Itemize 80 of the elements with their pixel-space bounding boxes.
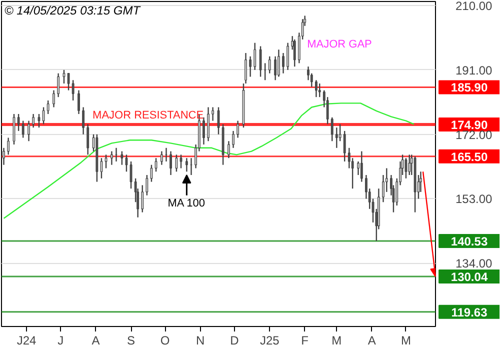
candlestick [338,124,342,142]
x-tick-label: J25 [260,334,280,348]
candlestick [146,174,148,196]
candlestick [286,42,290,71]
y-tick-label: 153.00 [456,192,493,206]
candlestick [120,150,124,166]
candlestick [130,160,132,190]
candlestick [104,154,108,169]
candlestick [86,124,90,156]
y-tick-label: 134.00 [456,256,493,271]
candlestick [236,120,240,138]
candlestick [78,90,80,115]
candlestick [259,46,262,78]
candlestick [175,154,178,172]
chart-title: © 14/05/2025 03:15 GMT [4,4,142,18]
y-tick-label: 191.00 [456,63,493,78]
candlestick [408,154,411,176]
ref-line-label: 130.04 [450,270,488,284]
candlestick [318,82,321,98]
candlestick [228,140,230,159]
candlestick [268,56,271,74]
candlestick [207,106,210,142]
x-tick-label: A [92,334,100,348]
candlestick [150,164,153,182]
candlestick [335,126,338,148]
candlestick [17,113,20,132]
candlestick [22,120,24,138]
candlestick [46,100,50,115]
x-tick-label: S [127,334,136,348]
candlestick [249,56,252,78]
candlestick [254,42,256,71]
candlestick [330,116,334,142]
x-tick-label: M [400,334,411,348]
candlestick [185,157,188,172]
ref-line-label: 165.50 [450,150,488,164]
candlestick [244,52,247,84]
x-tick-label: M [332,334,342,348]
candlestick [52,90,55,108]
candlestick [2,147,5,166]
candlestick [32,113,35,128]
candlestick [293,38,296,68]
candlestick [170,150,172,176]
candlestick [212,106,214,122]
candlestick [100,157,103,180]
candlestick [315,80,318,98]
candlestick [232,130,234,148]
x-tick-label: J24 [16,334,36,348]
candlestick [274,56,277,81]
annotation: MAJOR GAP [307,38,372,50]
candlestick [7,137,10,156]
candlestick [357,160,360,176]
candlestick [28,120,30,142]
candlestick [404,157,408,180]
candlestick [110,150,113,166]
x-tick-label: O [160,334,170,348]
x-tick-label: F [301,334,309,348]
x-tick-label: N [196,334,205,348]
ref-line-label: 140.53 [450,234,488,248]
candlestick [360,150,363,182]
candlestick [125,154,128,172]
candlestick [82,106,85,135]
candlestick [57,72,60,98]
candlestick [160,150,163,166]
candlestick [67,72,70,91]
annotation: MA 100 [168,197,206,210]
candlestick [72,80,74,102]
candlestick [42,106,45,125]
candlestick [180,154,182,169]
candlestick [278,49,280,78]
annotation: MAJOR RESISTANCE [92,110,204,122]
x-tick-label: A [368,334,376,348]
y-tick-label: 210.00 [456,0,493,14]
x-tick-label: D [230,334,240,348]
candlestick [141,184,144,213]
ref-line-label: 119.63 [451,305,488,320]
candlestick [202,116,205,146]
candlestick [343,130,346,162]
candlestick [282,52,284,74]
ref-line-label: 185.90 [450,80,488,95]
x-tick-label: J [58,334,64,348]
